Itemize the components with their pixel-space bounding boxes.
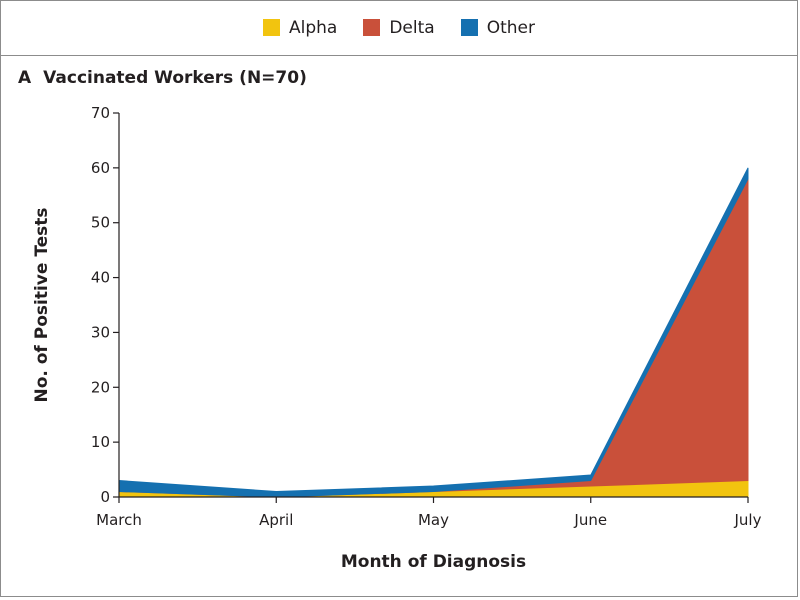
y-tick-label: 10 bbox=[91, 433, 110, 451]
chart-legend: Alpha Delta Other bbox=[0, 0, 798, 56]
x-tick-label: July bbox=[734, 511, 762, 529]
legend-label-delta: Delta bbox=[389, 17, 435, 38]
y-tick-label: 50 bbox=[91, 214, 110, 232]
x-tick-label: May bbox=[418, 511, 449, 529]
legend-item-alpha: Alpha bbox=[263, 18, 337, 38]
legend-swatch-delta bbox=[363, 19, 381, 36]
legend-item-other: Other bbox=[460, 17, 535, 38]
y-tick-label: 40 bbox=[91, 269, 110, 287]
legend-label-alpha: Alpha bbox=[289, 17, 338, 38]
y-axis-title: No. of Positive Tests bbox=[32, 207, 52, 402]
series-area-delta bbox=[118, 178, 749, 498]
legend-item-delta: Delta bbox=[363, 17, 435, 38]
x-tick-label: April bbox=[259, 511, 293, 529]
y-tick-label: 30 bbox=[91, 323, 110, 341]
x-axis-title: Month of Diagnosis bbox=[341, 552, 526, 572]
panel-title-text: Vaccinated Workers (N=70) bbox=[43, 68, 307, 88]
legend-label-other: Other bbox=[486, 17, 535, 38]
x-tick-label: March bbox=[96, 511, 142, 529]
panel-title: A Vaccinated Workers (N=70) bbox=[18, 68, 307, 88]
panel-letter: A bbox=[18, 68, 32, 88]
x-tick-label: June bbox=[573, 511, 607, 529]
series-area-other bbox=[118, 167, 749, 498]
legend-swatch-alpha bbox=[263, 19, 280, 36]
y-tick-label: 20 bbox=[91, 378, 110, 396]
y-tick-label: 0 bbox=[100, 488, 110, 506]
y-tick-label: 70 bbox=[91, 104, 110, 122]
y-tick-label: 60 bbox=[91, 159, 110, 177]
legend-swatch-other bbox=[460, 19, 478, 36]
